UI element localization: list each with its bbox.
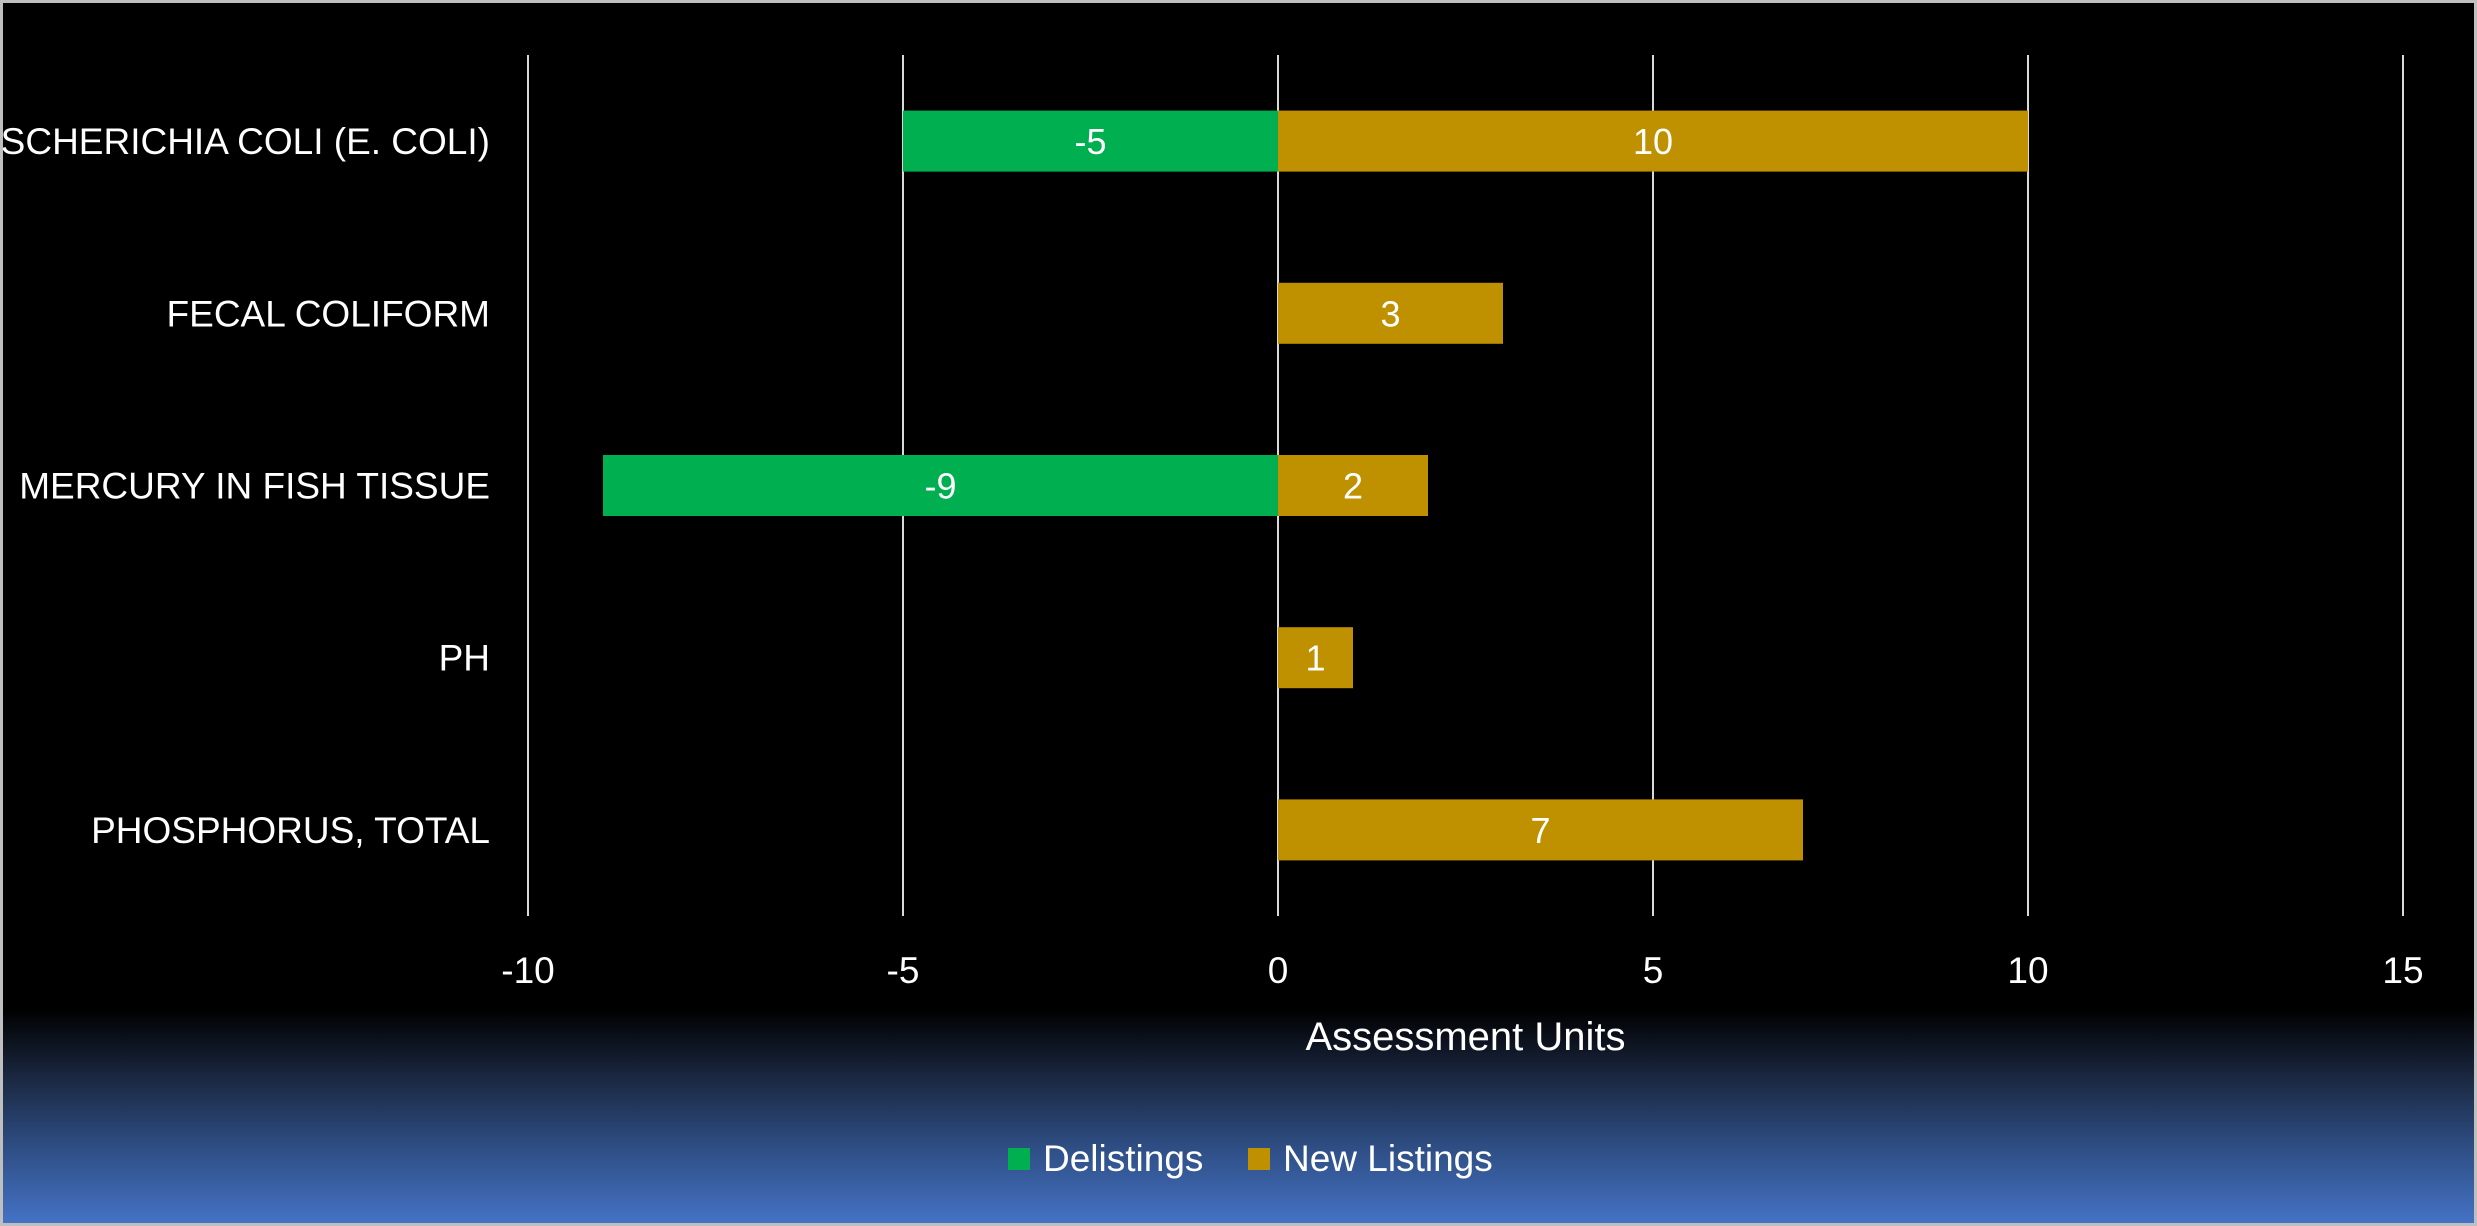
- category-label: ESCHERICHIA COLI (E. COLI): [3, 121, 490, 162]
- data-label: 7: [1530, 810, 1550, 851]
- x-tick-label: 0: [1268, 950, 1289, 991]
- value-axis: -10 -5 0 5 10 15: [501, 950, 2423, 991]
- x-tick-label: -10: [501, 950, 554, 991]
- bars: [603, 110, 2028, 861]
- bar-chart: -5 -9 10 3 2 1 7 ESCHERICHIA COLI (E. COLI) FEC…: [3, 55, 2424, 1179]
- bar-delistings: [603, 455, 1278, 516]
- data-label: -5: [1074, 121, 1106, 162]
- legend: Delistings New Listings: [1008, 1138, 1493, 1179]
- category-label: MERCURY IN FISH TISSUE: [19, 466, 490, 507]
- x-axis-title: Assessment Units: [1305, 1015, 1625, 1059]
- legend-swatch: [1008, 1148, 1030, 1170]
- category-axis: ESCHERICHIA COLI (E. COLI) FECAL COLIFORM…: [3, 121, 490, 851]
- legend-label: New Listings: [1283, 1138, 1493, 1179]
- data-label: 3: [1380, 293, 1400, 334]
- x-tick-label: 15: [2382, 950, 2423, 991]
- category-label: PHOSPHORUS, TOTAL: [91, 810, 490, 851]
- category-label: FECAL COLIFORM: [167, 293, 490, 334]
- data-label: 2: [1343, 466, 1363, 507]
- bar-new-listings: [1278, 455, 1428, 516]
- bar-new-listings: [1278, 627, 1353, 689]
- data-label: 10: [1633, 121, 1673, 162]
- x-tick-label: -5: [887, 950, 920, 991]
- bar-new-listings: [1278, 799, 1803, 861]
- data-labels: -5 -9 10 3 2 1 7: [924, 121, 1673, 851]
- data-label: -9: [924, 466, 956, 507]
- bar-delistings: [903, 110, 1278, 172]
- category-label: PH: [439, 638, 490, 679]
- legend-swatch: [1248, 1148, 1270, 1170]
- bar-new-listings: [1278, 282, 1503, 344]
- legend-label: Delistings: [1043, 1138, 1203, 1179]
- x-tick-label: 10: [2007, 950, 2048, 991]
- data-label: 1: [1305, 638, 1325, 679]
- x-tick-label: 5: [1643, 950, 1664, 991]
- bar-new-listings: [1278, 110, 2028, 172]
